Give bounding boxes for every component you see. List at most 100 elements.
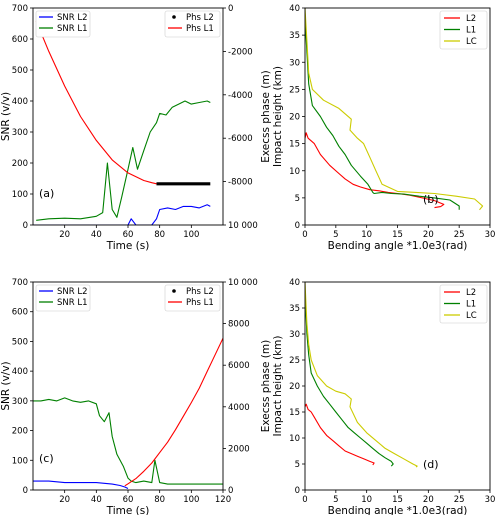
legend-swatch (172, 15, 176, 19)
y-tick-label: 0 (23, 221, 28, 231)
y2-tick-label: -8000 (228, 178, 253, 188)
y-tick-label: 15 (289, 140, 300, 150)
y-axis-label: SNR (v/v) (0, 92, 12, 141)
legend-box (439, 284, 488, 324)
x-tick-label: 15 (392, 230, 403, 240)
y2-tick-label: 2000 (228, 444, 250, 454)
series-line-phs-l1 (35, 20, 157, 185)
y-tick-label: 10 (289, 434, 300, 444)
y2-tick-label: -4000 (228, 91, 253, 101)
y-tick-label: 100 (12, 190, 28, 200)
x-tick-label: 15 (392, 495, 403, 505)
x-tick-label: 60 (123, 230, 134, 240)
y-tick-label: 300 (12, 128, 28, 138)
y2-tick-label: 0 (228, 486, 233, 496)
x-tick-label: 40 (91, 230, 102, 240)
y-axis-label: Impact height (km) (272, 336, 284, 437)
y2-tick-label: -6000 (228, 134, 253, 144)
legend-label: SNR L2 (57, 13, 88, 23)
y-tick-label: 200 (12, 427, 28, 437)
y-tick-label: 400 (12, 367, 28, 377)
y-tick-label: 40 (289, 4, 300, 14)
x-tick-label: 25 (454, 230, 465, 240)
x-tick-label: 100 (183, 495, 199, 505)
y-tick-label: 5 (295, 460, 300, 470)
y2-tick-label: -2000 (228, 47, 253, 57)
x-tick-label: 5 (333, 230, 338, 240)
panel-label: (a) (39, 187, 54, 200)
y-tick-label: 600 (12, 35, 28, 45)
x-axis-label: Bending angle *1.0e3(rad) (328, 240, 468, 252)
y-tick-label: 700 (12, 278, 28, 288)
y2-tick-label: 10 000 (228, 278, 258, 288)
legend-label: Phs L1 (186, 24, 214, 34)
series-line-snr-l2 (33, 480, 129, 489)
series-line-snr-l1 (36, 100, 211, 221)
y2-tick-label: 10 000 (228, 221, 258, 231)
y-tick-label: 400 (12, 97, 28, 107)
y-tick-label: 5 (295, 194, 300, 204)
series-line-l2 (305, 403, 375, 466)
series-line-l1 (305, 292, 394, 467)
plot-frame (32, 7, 224, 226)
legend-label: L2 (466, 14, 476, 24)
x-tick-label: 80 (154, 230, 165, 240)
legend-label: SNR L1 (57, 298, 88, 308)
x-tick-label: 100 (183, 230, 199, 240)
legend-label: LC (466, 311, 477, 321)
legend-label: LC (466, 37, 477, 47)
y-tick-label: 25 (289, 85, 300, 95)
legend-box (164, 284, 221, 312)
y-tick-label: 500 (12, 66, 28, 76)
x-tick-label: 20 (423, 495, 434, 505)
x-tick-label: 30 (485, 495, 496, 505)
legend-swatch (172, 289, 176, 293)
y-tick-label: 500 (12, 337, 28, 347)
legend-label: L1 (466, 26, 476, 36)
y-tick-label: 25 (289, 356, 300, 366)
x-tick-label: 0 (302, 230, 307, 240)
y2-tick-label: 6000 (228, 361, 250, 371)
legend-box (439, 10, 488, 50)
y-tick-label: 0 (295, 486, 300, 496)
x-tick-label: 20 (59, 230, 70, 240)
y-tick-label: 700 (12, 4, 28, 14)
y-tick-label: 600 (12, 308, 28, 318)
series-line-snr-l1 (33, 397, 223, 485)
x-tick-label: 60 (123, 495, 134, 505)
series-line-phs-l1 (124, 337, 223, 487)
panel-label: (b) (423, 193, 439, 206)
y-tick-label: 200 (12, 159, 28, 169)
y-tick-label: 35 (289, 31, 300, 41)
panel-label: (c) (39, 452, 54, 465)
plot-frame (32, 281, 224, 491)
series-line-snr-l2 (33, 204, 211, 225)
x-tick-label: 0 (302, 495, 307, 505)
series-line-l1 (305, 18, 460, 210)
legend-label: Phs L2 (186, 287, 214, 297)
x-tick-label: 10 (361, 495, 372, 505)
x-tick-label: 40 (91, 495, 102, 505)
legend-label: L1 (466, 300, 476, 310)
series-line-lc (305, 282, 418, 468)
x-tick-label: 30 (485, 230, 496, 240)
y-tick-label: 30 (289, 58, 300, 68)
y2-axis-label: Execss phase (m) (260, 340, 272, 432)
y-tick-label: 30 (289, 330, 300, 340)
x-axis-label: Time (s) (106, 240, 150, 252)
legend-label: Phs L1 (186, 298, 214, 308)
panel-label: (d) (423, 458, 439, 471)
x-tick-label: 20 (59, 495, 70, 505)
y-tick-label: 0 (295, 221, 300, 231)
y-tick-label: 15 (289, 408, 300, 418)
y-tick-label: 10 (289, 167, 300, 177)
y-tick-label: 20 (289, 113, 300, 123)
y2-axis-label: Execss phase (m) (260, 70, 272, 162)
x-tick-label: 20 (423, 230, 434, 240)
x-tick-label: 25 (454, 495, 465, 505)
x-tick-label: 80 (154, 495, 165, 505)
legend-label: SNR L2 (57, 287, 88, 297)
series-line-lc (305, 8, 484, 211)
x-tick-label: 5 (333, 495, 338, 505)
